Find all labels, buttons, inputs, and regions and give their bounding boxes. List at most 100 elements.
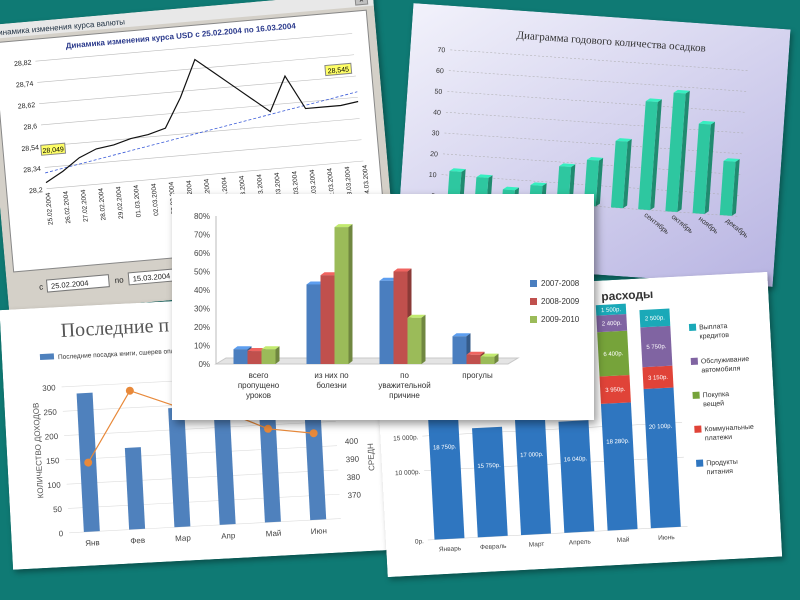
- legend-swatch: [530, 298, 537, 305]
- y-tick-label: 40: [433, 109, 441, 117]
- x-tick-label: 27.02.2004: [80, 189, 90, 222]
- x-tick-label: по: [400, 371, 409, 380]
- segment: [642, 365, 674, 390]
- bar-side: [459, 169, 466, 197]
- average-point: [309, 429, 318, 438]
- bar-front: [474, 177, 489, 199]
- x-tick-label: Май: [265, 529, 281, 539]
- x-tick-label: 25.02.2004: [45, 192, 55, 225]
- bar-front: [334, 227, 349, 364]
- x-tick-label: уроков: [246, 391, 271, 400]
- bar-top: [530, 182, 547, 186]
- y-tick-label: 50%: [194, 268, 210, 277]
- stacked-bar: 17 000р.: [514, 415, 552, 536]
- y-tick-label: 100: [47, 480, 61, 490]
- segment: [595, 303, 627, 316]
- bar-front: [407, 317, 422, 364]
- y-tick-label: 250: [43, 408, 57, 418]
- bar: [334, 224, 353, 364]
- grid-line: [422, 422, 683, 437]
- legend-swatch: [688, 323, 697, 332]
- segment-label: 2 400р.: [602, 321, 623, 328]
- y-tick-label: 28,74: [16, 81, 34, 90]
- y2-tick-label: 380: [346, 472, 360, 482]
- segment-food: [472, 426, 508, 538]
- legend-label: Коммунальные: [704, 424, 754, 434]
- legend-label: платежи: [705, 434, 733, 442]
- segment-label: 3 950р.: [605, 387, 626, 394]
- segment-food: [643, 387, 681, 529]
- legend-swatch: [690, 357, 699, 365]
- x-tick-label: Мар: [175, 533, 192, 543]
- x-tick-label: прогулы: [462, 371, 493, 380]
- x-tick-label: 13.03.2004: [344, 166, 354, 199]
- bar-side: [494, 353, 499, 364]
- y-tick-label: 60: [436, 68, 444, 76]
- bar: [610, 138, 632, 209]
- bar-front: [452, 336, 467, 364]
- x-tick-label: Март: [529, 541, 545, 549]
- rate-line: [45, 58, 359, 184]
- bar-front: [610, 140, 628, 209]
- y-tick-label: 30: [431, 130, 439, 138]
- bar-side: [595, 157, 604, 207]
- y-tick-label: 0%: [198, 360, 210, 369]
- grid-line: [69, 518, 341, 534]
- y-tick-label: 40%: [194, 286, 210, 295]
- x-tick-label: 12.03.2004: [326, 167, 336, 200]
- bar-side: [348, 224, 353, 364]
- y2-axis-label: СРЕДН: [366, 443, 376, 471]
- segment-label: 17 000р.: [520, 452, 544, 459]
- close-button: [354, 0, 369, 6]
- bar-top: [502, 186, 520, 191]
- absence-chart: 0% 10% 20% 30% 40% 50% 60% 70% 80% всегопропущено…: [172, 194, 594, 420]
- grid-line: [37, 54, 355, 83]
- y-tick-label: 0р.: [415, 538, 425, 545]
- x-tick-label: Январь: [439, 545, 462, 553]
- y-tick-label: 150: [46, 456, 60, 466]
- grid-line: [65, 445, 338, 461]
- legend-swatch: [692, 391, 700, 399]
- y-tick-label: 0: [59, 529, 64, 538]
- segment-label: 16 040р.: [564, 456, 588, 463]
- end-value-label: 28,545: [327, 66, 349, 75]
- y-tick-label: 28,54: [21, 145, 39, 154]
- bar-front: [638, 101, 658, 211]
- bar-front: [447, 171, 462, 197]
- legend-swatch: [530, 280, 537, 287]
- segment-label: 15 750р.: [477, 463, 501, 470]
- average-point: [125, 386, 134, 395]
- x-tick-label: 06.03.2004: [221, 177, 231, 210]
- segment-label: 6 400р.: [603, 351, 624, 358]
- y-tick-label: 28,34: [23, 166, 41, 175]
- x-tick-label: уважительной: [378, 381, 430, 390]
- bar: [719, 158, 740, 216]
- y-tick-label: 10%: [194, 342, 210, 351]
- segment-label: 1 500р.: [601, 307, 622, 314]
- bar-top: [379, 277, 398, 281]
- x-tick-label: Апрель: [569, 538, 592, 546]
- x-tick-label: болезни: [316, 381, 346, 390]
- x-tick-label: пропущено: [238, 381, 280, 390]
- bar-front: [261, 349, 276, 364]
- bar: [665, 89, 690, 213]
- bar: [407, 314, 426, 364]
- grid-line: [40, 96, 358, 126]
- bar-side: [731, 159, 740, 216]
- bar-side: [704, 121, 716, 214]
- bar-top: [407, 314, 426, 318]
- grid-line: [67, 493, 340, 509]
- trend-line: [45, 91, 358, 174]
- grid-line: [35, 33, 353, 62]
- x-tick-label: 07.03.2004: [238, 175, 248, 208]
- y2-tick-label: 400: [345, 437, 359, 447]
- segment-label: 2 500р.: [645, 315, 666, 322]
- y-tick-label: 50: [434, 89, 442, 97]
- legend-label: 2007-2008: [541, 279, 580, 288]
- bar-top: [480, 353, 499, 357]
- grid-line: [44, 139, 362, 168]
- grid-line: [46, 160, 364, 190]
- bar-front: [480, 356, 495, 364]
- bar: [692, 120, 716, 214]
